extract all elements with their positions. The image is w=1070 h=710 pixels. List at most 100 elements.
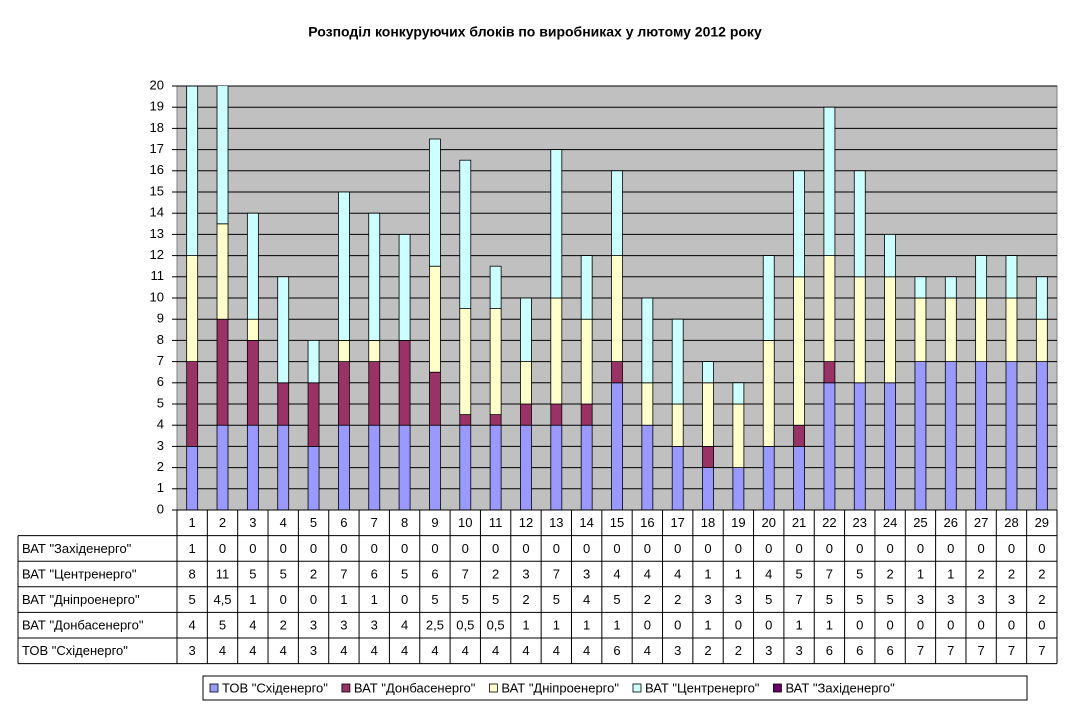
bar-segment [793,276,805,426]
table-cell: 1 [522,618,529,633]
legend-swatch [341,683,351,693]
table-cell: 3 [735,592,742,607]
table-cell: 0 [310,541,317,556]
table-cell: 0 [1038,618,1045,633]
bar-segment [186,86,199,257]
table-cell: 3 [371,618,378,633]
bar-segment [580,424,593,510]
x-tick-label: 12 [519,515,533,530]
table-cell: 3 [795,643,802,658]
table-cell: 7 [1038,643,1045,658]
table-cell: 0 [219,541,226,556]
table-cell: 0 [401,592,408,607]
bar-segment [762,445,775,510]
table-cell: 1 [371,592,378,607]
table-cell: 0 [674,618,681,633]
table-cell: 5 [249,566,256,581]
bar-segment [520,403,532,426]
table-cell: 4 [462,643,469,658]
y-tick-label: 5 [157,395,164,410]
bar-segment [671,403,684,447]
bar-segment [216,86,229,225]
table-cell: 0 [856,618,863,633]
bar-segment [914,297,927,362]
bar-segment [337,191,350,341]
x-tick-label: 3 [249,515,256,530]
x-tick-label: 2 [219,515,226,530]
table-cell: 3 [765,643,772,658]
bar-segment [732,382,745,405]
table-cell: 5 [280,566,287,581]
table-cell: 5 [795,566,802,581]
table-cell: 2 [1038,566,1045,581]
bar-segment [429,265,441,373]
bar-segment [277,276,290,384]
table-cell: 5 [189,592,196,607]
table-cell: 8 [189,566,196,581]
bar-segment [944,297,957,362]
table-row-label: ВАТ "Дніпроенерго" [22,592,140,607]
legend-label: ВАТ "Західенерго" [785,680,895,695]
y-tick-label: 15 [150,183,164,198]
table-cell: 7 [553,566,560,581]
table-cell: 4 [613,566,620,581]
table-cell: 6 [826,643,833,658]
table-cell: 0 [917,541,924,556]
table-cell: 3 [310,643,317,658]
bar-segment [702,382,714,447]
bar-segment [459,414,472,426]
x-tick-label: 8 [401,515,408,530]
table-cell: 4 [522,643,529,658]
y-tick-label: 18 [150,120,164,135]
table-cell: 2 [735,643,742,658]
legend-swatch [488,683,498,693]
bar-segment [1005,361,1018,510]
table-cell: 0 [340,541,347,556]
table-cell: 3 [583,566,590,581]
bar-segment [307,382,320,447]
bar-segment [489,414,502,426]
table-cell: 4 [340,643,347,658]
table-cell: 4 [401,643,408,658]
x-tick-label: 4 [280,515,287,530]
bar-segment [398,424,411,510]
table-cell: 7 [1008,643,1015,658]
bars [186,86,1048,510]
table-cell: 1 [795,618,802,633]
bar-segment [884,382,897,510]
table-row-label: ВАТ "Донбасенерго" [22,618,144,633]
bar-segment [823,106,836,256]
bar-segment [823,382,836,510]
table-cell: 4 [583,643,590,658]
table-cell: 4 [674,566,681,581]
y-tick-label: 8 [157,332,164,347]
table-cell: 0 [704,541,711,556]
table-cell: 3 [917,592,924,607]
bar-segment [307,339,320,384]
table-cell: 0 [613,541,620,556]
bar-segment [1035,318,1048,363]
table-cell: 4 [492,643,499,658]
table-cell: 3 [1008,592,1015,607]
y-tick-label: 12 [150,247,164,262]
y-tick-label: 9 [157,311,164,326]
table-cell: 2,5 [426,618,444,633]
table-cell: 0 [1038,541,1045,556]
x-tick-label: 17 [670,515,684,530]
bar-segment [762,255,775,341]
x-tick-label: 5 [310,515,317,530]
table-cell: 2 [492,566,499,581]
table-cell: 7 [795,592,802,607]
y-tick-label: 0 [157,501,164,516]
table-cell: 2 [280,618,287,633]
legend [202,675,1028,701]
bar-segment [732,467,745,510]
table-cell: 0 [886,618,893,633]
bar-segment [368,212,381,341]
table-cell: 1 [340,592,347,607]
bar-segment [641,424,654,510]
bar-segment [793,170,805,278]
y-tick-label: 4 [157,417,164,432]
table-cell: 0 [978,541,985,556]
